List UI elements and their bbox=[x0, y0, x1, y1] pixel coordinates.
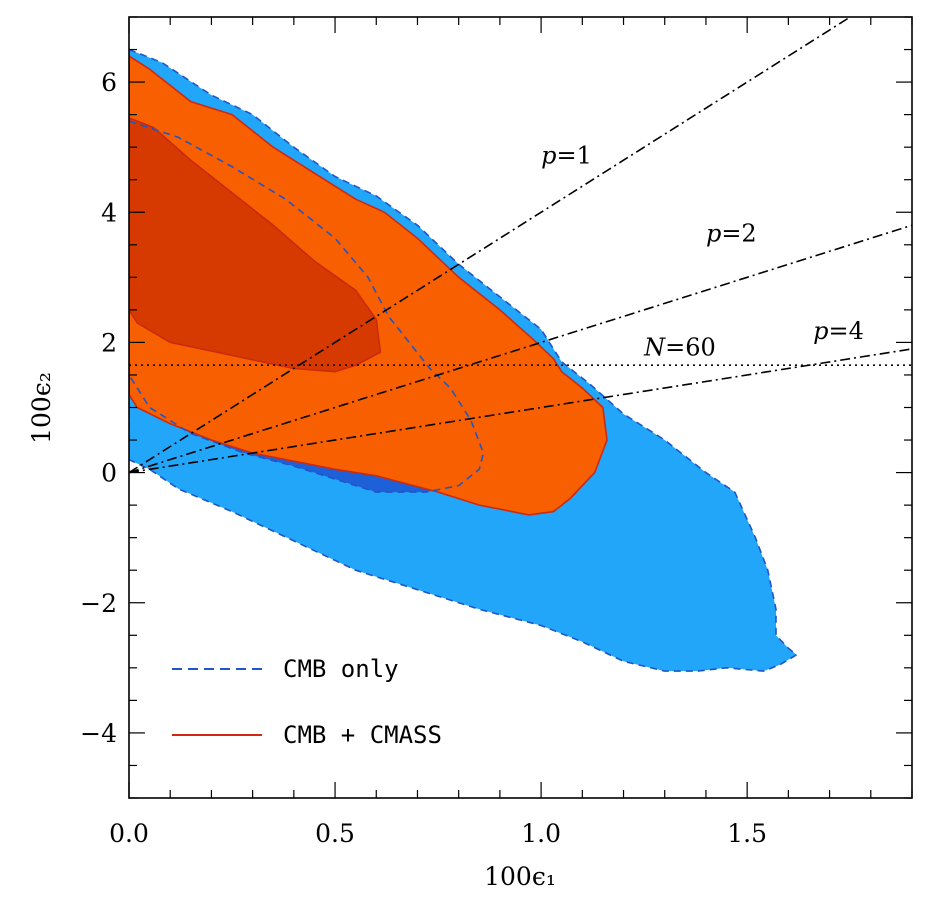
y-tick-label: 6 bbox=[101, 68, 117, 97]
annotation-p-1: p=1 bbox=[541, 141, 592, 169]
y-tick-label: −4 bbox=[80, 719, 117, 748]
annotation-value: =1 bbox=[556, 141, 591, 169]
x-tick-label: 1.0 bbox=[521, 819, 561, 848]
line-p-1 bbox=[129, 17, 852, 474]
contour-regions bbox=[129, 48, 799, 672]
annotation-p-4: p=4 bbox=[813, 317, 864, 345]
annotation-symbol: p bbox=[813, 317, 828, 345]
x-tick-label: 0.5 bbox=[315, 819, 355, 848]
model-lines bbox=[129, 17, 912, 474]
annotation-symbol: p bbox=[706, 220, 721, 248]
annotation-p-2: p=2 bbox=[706, 220, 757, 248]
y-tick-label: −2 bbox=[80, 589, 117, 618]
annotation-value: =2 bbox=[721, 220, 756, 248]
y-axis-label: 100ϵ₂ bbox=[27, 372, 56, 444]
legend-label-2: CMB + CMASS bbox=[283, 721, 442, 749]
y-tick-label: 4 bbox=[101, 198, 117, 227]
y-tick-label: 2 bbox=[101, 328, 117, 357]
annotation-symbol: p bbox=[541, 141, 556, 169]
y-tick-label: 0 bbox=[101, 459, 117, 488]
annotation-n-60: N=60 bbox=[643, 333, 716, 361]
line-p-4 bbox=[129, 348, 912, 474]
annotations: p=1p=2N=60p=4 bbox=[541, 141, 864, 361]
cmb-only-68-contour bbox=[129, 120, 485, 493]
legend-label-1: CMB only bbox=[283, 655, 399, 683]
tick-labels: 0.0 0.5 1.0 1.5 −4 −2 0 2 4 6 bbox=[80, 68, 767, 848]
x-tick-label: 0.0 bbox=[109, 819, 149, 848]
annotation-value: =60 bbox=[665, 333, 716, 361]
annotation-value: =4 bbox=[828, 317, 863, 345]
cmb-cmass-68-region bbox=[129, 117, 382, 373]
x-tick-label: 1.5 bbox=[727, 819, 767, 848]
cmb-only-95-contour bbox=[129, 48, 799, 672]
x-axis-label: 100ϵ₁ bbox=[484, 862, 556, 891]
axis-ticks bbox=[128, 16, 913, 799]
line-p-2 bbox=[129, 224, 912, 474]
annotation-symbol: N bbox=[643, 333, 666, 361]
legend: CMB only CMB + CMASS bbox=[172, 655, 442, 749]
